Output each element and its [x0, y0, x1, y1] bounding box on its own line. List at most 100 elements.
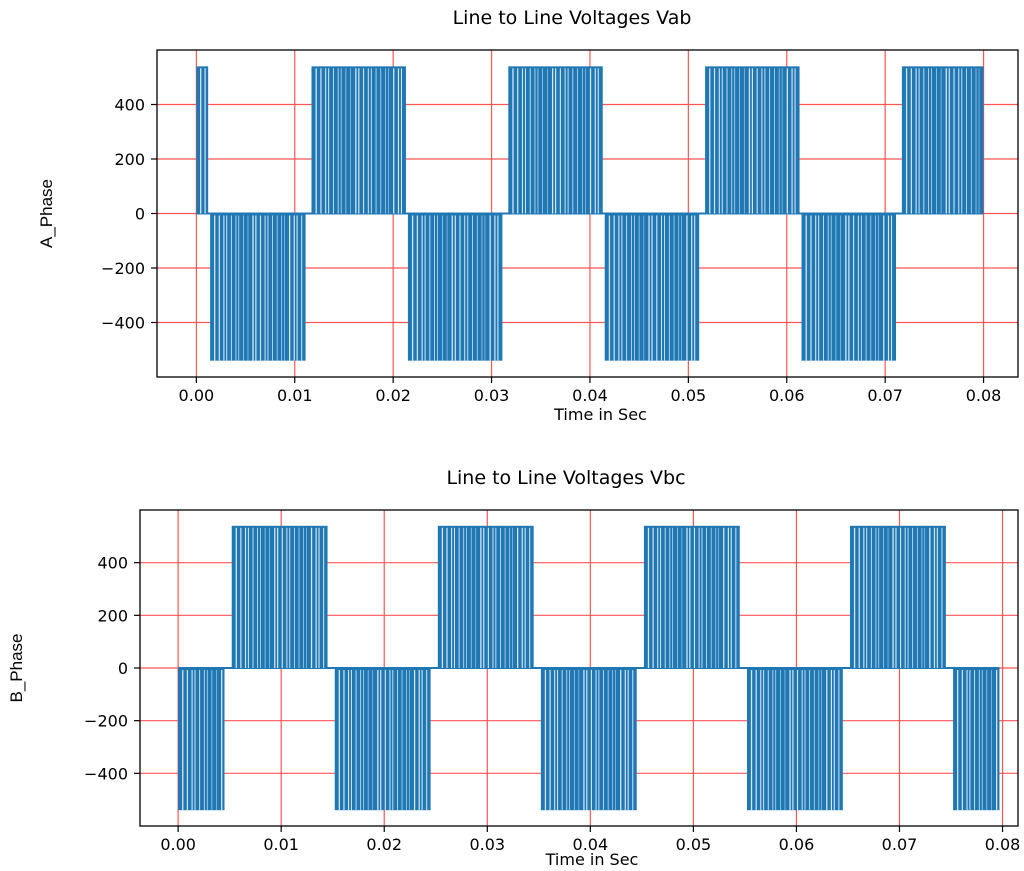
pwm-gap: [377, 670, 379, 811]
pwm-gap: [986, 670, 988, 811]
pwm-gap: [857, 215, 859, 361]
chart-vbc: Line to Line Voltages Vbc 0.00 0.01 0.02 0.0…: [7, 467, 1020, 869]
pwm-gap: [211, 670, 213, 811]
pwm-gap: [681, 527, 683, 668]
pwm-gap: [664, 215, 665, 361]
pwm-gap: [966, 670, 968, 811]
pulse-block: [850, 525, 946, 668]
pwm-gap: [701, 527, 703, 668]
pwm-gap: [561, 670, 563, 811]
pwm-gap: [434, 215, 435, 361]
pwm-gap: [564, 68, 566, 214]
pwm-gap: [627, 670, 629, 811]
pwm-gap: [928, 68, 929, 214]
y-tick-label: 400: [97, 554, 128, 573]
pwm-gap: [689, 527, 691, 668]
pwm-gap: [370, 68, 372, 214]
series-group: [178, 525, 1000, 811]
pwm-gap: [276, 215, 278, 361]
pwm-gap: [865, 215, 867, 361]
pwm-gap: [907, 527, 909, 668]
pwm-gap: [492, 527, 494, 668]
pwm-gap: [244, 527, 247, 668]
pwm-gap: [883, 215, 885, 361]
pwm-gap: [281, 527, 283, 668]
pwm-gap: [529, 527, 531, 668]
pwm-gap: [941, 527, 943, 668]
pwm-gap: [451, 527, 453, 668]
pwm-gap: [883, 527, 884, 668]
pwm-gap: [240, 527, 242, 668]
pwm-gap: [544, 670, 547, 811]
pulse-block: [178, 668, 225, 811]
pwm-gap: [298, 527, 300, 668]
pwm-gap: [895, 527, 897, 668]
pwm-gap: [772, 670, 774, 811]
pwm-gap: [325, 68, 327, 214]
pwm-gap: [512, 68, 514, 214]
pwm-gap: [380, 670, 382, 811]
pwm-gap: [815, 215, 817, 361]
pwm-gap: [735, 527, 737, 668]
pwm-gap: [657, 527, 659, 668]
pwm-gap: [767, 670, 769, 811]
pwm-gap: [466, 527, 467, 668]
pwm-gap: [743, 68, 745, 214]
pwm-gap: [221, 670, 223, 811]
pwm-gap: [821, 670, 822, 811]
pwm-gap: [559, 68, 561, 214]
pwm-gap: [257, 527, 259, 668]
pwm-gap: [318, 527, 320, 668]
pwm-gap: [875, 215, 876, 361]
pwm-gap: [612, 670, 614, 811]
pwm-gap: [489, 215, 491, 361]
pwm-gap: [363, 670, 364, 811]
pwm-gap: [630, 215, 632, 361]
pwm-gap: [206, 670, 208, 811]
pwm-gap: [726, 68, 728, 214]
pwm-gap: [632, 670, 634, 811]
pwm-gap: [467, 215, 469, 361]
y-tick-label: 200: [114, 150, 145, 169]
pwm-gap: [566, 670, 568, 811]
pwm-gap: [585, 68, 586, 214]
pwm-gap: [255, 215, 257, 361]
pwm-gap: [355, 68, 357, 214]
pulse-block: [643, 525, 740, 668]
pwm-gap: [284, 215, 285, 361]
pwm-gap: [718, 68, 720, 214]
pwm-gap: [775, 670, 777, 811]
pwm-gap: [223, 215, 225, 361]
pwm-gap: [693, 527, 696, 668]
pwm-gap: [252, 527, 254, 668]
pwm-gap: [739, 68, 740, 214]
pwm-gap: [921, 527, 923, 668]
pwm-gap: [723, 527, 725, 668]
pwm-gap: [384, 670, 386, 811]
pwm-gap: [524, 68, 526, 214]
pwm-gap: [991, 670, 992, 811]
x-tick-label: 0.06: [779, 835, 815, 854]
y-axis-label: B_Phase: [7, 634, 26, 703]
x-tick-label: 0.05: [676, 835, 712, 854]
pwm-gap: [936, 68, 937, 214]
pwm-gap: [786, 68, 788, 214]
pwm-gap: [216, 670, 217, 811]
pwm-gap: [547, 68, 548, 214]
pwm-gap: [286, 527, 288, 668]
pwm-gap: [887, 215, 890, 361]
y-tick-label: −400: [84, 764, 128, 783]
pwm-gap: [924, 527, 926, 668]
pwm-gap: [203, 670, 205, 811]
pwm-gap: [500, 527, 501, 668]
pwm-gap: [853, 527, 856, 668]
pwm-gap: [760, 670, 762, 811]
pwm-gap: [784, 670, 786, 811]
y-tick-label: 400: [114, 96, 145, 115]
pwm-gap: [495, 527, 497, 668]
pwm-gap: [332, 68, 334, 214]
pwm-gap: [512, 527, 513, 668]
pulse-block: [334, 668, 431, 811]
pwm-gap: [367, 670, 369, 811]
pwm-gap: [958, 68, 960, 214]
